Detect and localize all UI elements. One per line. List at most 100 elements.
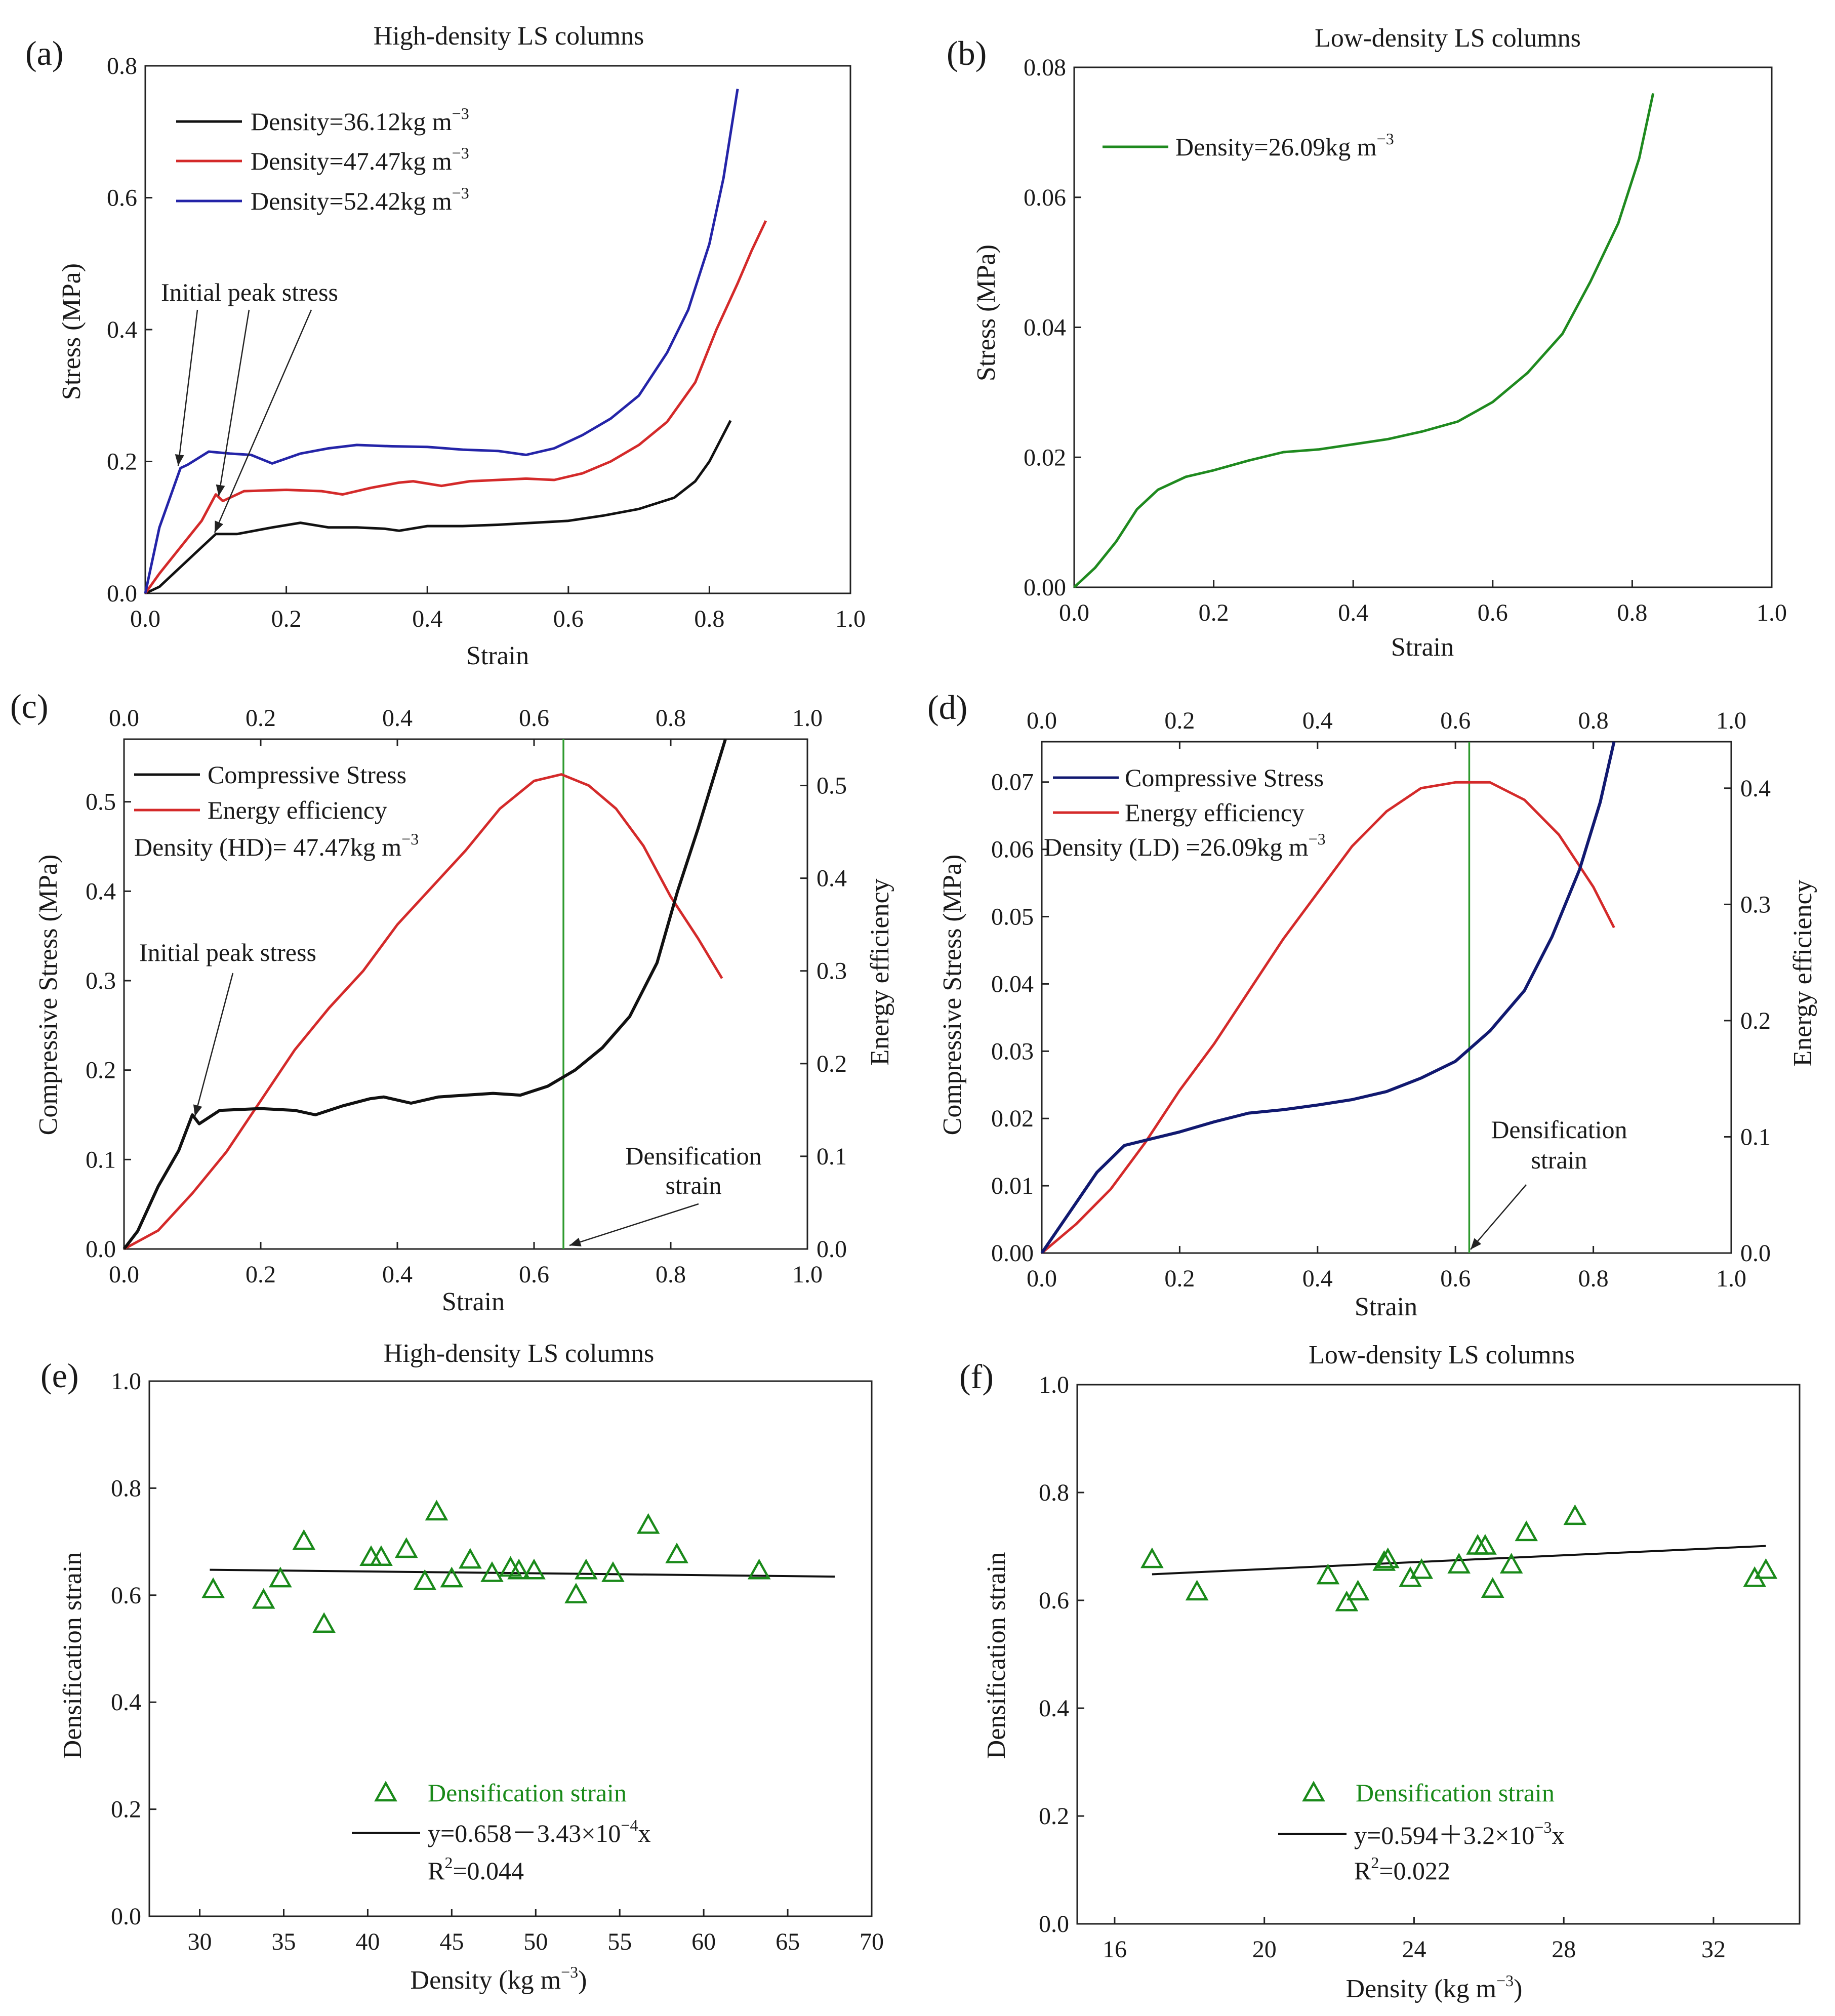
legend-label-d-0: Compressive Stress bbox=[1125, 763, 1324, 792]
legend-label-a-2-part-1: −3 bbox=[452, 184, 469, 202]
arrow-peak-a-2-line bbox=[214, 309, 312, 533]
data-point-f-17 bbox=[1754, 1558, 1778, 1579]
x2-tick-label-c: 0.4 bbox=[382, 705, 413, 732]
r-squared-f: R2=0.022 bbox=[1354, 1853, 1450, 1885]
legend-label-b-0-part-1: −3 bbox=[1377, 130, 1394, 148]
x-tick-label-f: 28 bbox=[1552, 1936, 1576, 1963]
equation-f-part-1: −3 bbox=[1534, 1818, 1552, 1836]
equation-f-part-2: x bbox=[1552, 1821, 1564, 1849]
x-axis-label-e-part-1: −3 bbox=[561, 1963, 578, 1981]
data-point-f-5 bbox=[1372, 1550, 1396, 1571]
arrow-peak-a-2-head bbox=[215, 520, 224, 533]
data-point-e-16 bbox=[564, 1583, 588, 1604]
annotation-densification-c: Densification bbox=[625, 1142, 761, 1170]
x2-tick-label-c: 0.2 bbox=[246, 705, 276, 732]
legend-label-a-1-part-0: Density=47.47kg m bbox=[251, 147, 452, 175]
y-tick-label-f: 1.0 bbox=[1039, 1372, 1069, 1398]
y-axis-label-f: Densification strain bbox=[982, 1552, 1011, 1759]
y-tick-label-c: 0.2 bbox=[86, 1057, 116, 1084]
y-axis-label-c: Compressive Stress (MPa) bbox=[34, 855, 63, 1136]
data-point-e-9 bbox=[425, 1500, 448, 1521]
y-tick-label-f: 0.2 bbox=[1039, 1803, 1069, 1830]
data-point-f-0 bbox=[1140, 1547, 1164, 1568]
y-tick-label-d: 0.00 bbox=[991, 1240, 1034, 1267]
legend-label-a-1: Density=47.47kg m−3 bbox=[251, 144, 469, 175]
y-tick-label-e: 0.8 bbox=[111, 1475, 141, 1502]
x-tick-label-d: 0.2 bbox=[1164, 1265, 1195, 1292]
y-tick-label-d: 0.04 bbox=[991, 971, 1034, 997]
density-label-d-part-1: −3 bbox=[1309, 830, 1326, 848]
panel-letter-e: (e) bbox=[40, 1356, 78, 1395]
x2-tick-label-d: 0.0 bbox=[1027, 707, 1057, 734]
x-tick-label-b: 0.6 bbox=[1478, 599, 1508, 626]
legend-label-b-0: Density=26.09kg m−3 bbox=[1175, 130, 1394, 161]
data-point-e-3 bbox=[292, 1529, 316, 1550]
x-axis-label-a: Strain bbox=[466, 641, 529, 670]
y-tick-label-a: 0.2 bbox=[107, 449, 137, 475]
equation-f: y=0.594＋3.2×10−3x bbox=[1354, 1818, 1564, 1849]
y-tick-label-b: 0.02 bbox=[1024, 444, 1066, 471]
x-tick-label-e: 30 bbox=[188, 1928, 212, 1955]
y-tick-label-f: 0.4 bbox=[1039, 1695, 1069, 1722]
equation-e: y=0.658－3.43×10−4x bbox=[428, 1816, 650, 1847]
x-tick-label-e: 65 bbox=[776, 1928, 800, 1955]
y2-tick-label-c: 0.4 bbox=[817, 865, 847, 892]
arrow-densification-d-head bbox=[1471, 1238, 1482, 1249]
x2-tick-label-c: 1.0 bbox=[792, 705, 823, 732]
arrow-densification-c-line bbox=[569, 1203, 699, 1246]
panel-letter-b: (b) bbox=[947, 34, 987, 72]
density-label-d: Density (LD) =26.09kg m−3 bbox=[1044, 830, 1326, 861]
y-tick-label-d: 0.06 bbox=[991, 836, 1034, 863]
data-point-f-9 bbox=[1447, 1553, 1471, 1574]
y-tick-label-c: 0.5 bbox=[86, 789, 116, 816]
x-tick-label-c: 0.4 bbox=[382, 1261, 413, 1288]
x-axis-label-f-part-1: −3 bbox=[1496, 1971, 1514, 1990]
annotation-strain-c: strain bbox=[665, 1171, 721, 1199]
data-point-e-21 bbox=[747, 1558, 771, 1580]
x-tick-label-d: 0.8 bbox=[1578, 1265, 1609, 1292]
panel-title-a: High-density LS columns bbox=[374, 22, 644, 51]
y-tick-label-d: 0.02 bbox=[991, 1105, 1034, 1132]
x-tick-label-b: 1.0 bbox=[1757, 599, 1787, 626]
arrow-peak-a-0-head bbox=[175, 454, 184, 466]
density-label-c-part-0: Density (HD)= 47.47kg m bbox=[134, 833, 401, 861]
panel-letter-d: (d) bbox=[927, 688, 967, 727]
x-axis-label-e-part-2: ) bbox=[578, 1966, 587, 1995]
x-tick-label-b: 0.8 bbox=[1617, 599, 1647, 626]
panel-title-f: Low-density LS columns bbox=[1309, 1341, 1575, 1369]
legend-label-a-1-part-1: −3 bbox=[452, 144, 469, 162]
x-axis-label-f-part-0: Density (kg m bbox=[1346, 1974, 1497, 2003]
x-tick-label-c: 0.8 bbox=[656, 1261, 686, 1288]
y-axis-label-b: Stress (MPa) bbox=[972, 245, 1001, 381]
r-squared-f-part-2: =0.022 bbox=[1379, 1857, 1450, 1885]
legend-marker-e bbox=[374, 1781, 397, 1802]
panel-title-b: Low-density LS columns bbox=[1315, 24, 1581, 53]
y-axis-label-a: Stress (MPa) bbox=[57, 263, 86, 400]
data-point-f-15 bbox=[1563, 1504, 1587, 1525]
y2-tick-label-c: 0.2 bbox=[817, 1051, 847, 1077]
x-tick-label-d: 1.0 bbox=[1716, 1265, 1746, 1292]
plot-frame-f bbox=[1076, 1384, 1801, 1925]
data-point-f-13 bbox=[1499, 1553, 1523, 1574]
data-point-e-12 bbox=[480, 1561, 504, 1582]
x2-tick-label-c: 0.6 bbox=[519, 705, 549, 732]
legend-label-e: Densification strain bbox=[428, 1779, 627, 1807]
data-point-f-11 bbox=[1474, 1534, 1497, 1555]
x-axis-label-d: Strain bbox=[1355, 1293, 1417, 1321]
y-tick-label-e: 0.2 bbox=[111, 1796, 141, 1823]
y-tick-label-a: 0.8 bbox=[107, 53, 137, 79]
y-tick-label-d: 0.07 bbox=[991, 769, 1034, 796]
density-label-d-part-0: Density (LD) =26.09kg m bbox=[1044, 833, 1309, 861]
series-line-b-0 bbox=[1073, 93, 1655, 588]
y2-axis-label-d: Energy efficiency bbox=[1788, 879, 1817, 1066]
y-tick-label-e: 1.0 bbox=[111, 1368, 141, 1395]
x-tick-label-f: 16 bbox=[1103, 1936, 1127, 1963]
x2-tick-label-d: 1.0 bbox=[1716, 707, 1746, 734]
r-squared-e-part-2: =0.044 bbox=[453, 1857, 524, 1885]
x-tick-label-c: 0.2 bbox=[246, 1261, 276, 1288]
fit-line-e bbox=[210, 1568, 835, 1578]
data-point-f-12 bbox=[1481, 1577, 1504, 1598]
x-axis-label-e-part-0: Density (kg m bbox=[411, 1966, 561, 1995]
x2-tick-label-d: 0.2 bbox=[1164, 707, 1195, 734]
y2-tick-label-c: 0.1 bbox=[817, 1143, 847, 1170]
